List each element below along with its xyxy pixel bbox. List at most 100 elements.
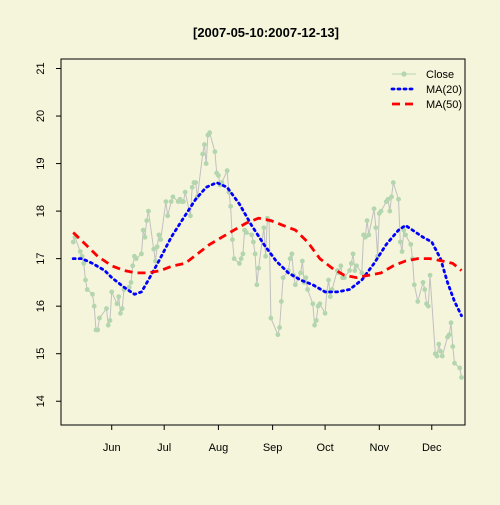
data-point-close — [142, 234, 148, 240]
data-point-close — [95, 327, 101, 333]
data-point-close — [310, 301, 316, 307]
data-point-close — [347, 268, 352, 273]
data-point-close — [182, 189, 188, 195]
data-point-close — [91, 303, 97, 309]
data-point-close — [84, 287, 90, 292]
data-point-close — [170, 194, 176, 200]
data-point-close — [452, 360, 457, 366]
data-point-close — [387, 208, 393, 214]
data-point-close — [107, 318, 113, 323]
data-point-close — [105, 322, 111, 328]
data-point-close — [459, 375, 464, 380]
data-point-close — [104, 306, 109, 311]
data-point-close — [193, 180, 199, 185]
data-point-close — [126, 284, 132, 290]
data-point-close — [231, 256, 237, 262]
data-point-close — [415, 299, 421, 304]
y-tick-label: 21 — [35, 62, 47, 74]
data-point-close — [158, 237, 164, 243]
data-point-close — [425, 303, 431, 309]
data-point-close — [133, 256, 139, 262]
data-point-close — [153, 258, 158, 264]
y-tick-label: 20 — [35, 110, 47, 122]
data-point-close — [399, 249, 405, 254]
x-tick-label: Dec — [422, 442, 442, 454]
data-point-close — [326, 277, 331, 283]
x-tick-label: Sep — [263, 442, 283, 454]
data-point-close — [268, 315, 274, 321]
legend: Close MA(20) MA(50) — [390, 69, 462, 111]
y-tick-label: 19 — [35, 157, 47, 169]
legend-label-close: Close — [426, 69, 454, 81]
data-point-close — [362, 234, 368, 240]
data-point-close — [212, 149, 218, 155]
data-point-close — [165, 213, 171, 219]
data-point-close — [397, 239, 403, 245]
data-point-close — [116, 294, 122, 300]
x-tick-label: Nov — [370, 442, 390, 454]
data-point-close — [139, 251, 144, 257]
data-point-close — [249, 232, 255, 238]
data-point-close — [200, 151, 206, 157]
data-point-close — [224, 168, 230, 174]
y-tick-label: 16 — [35, 300, 47, 312]
legend-label-ma-20: MA(20) — [426, 84, 462, 96]
data-point-close — [140, 227, 146, 233]
data-point-close — [287, 256, 293, 262]
y-axis: 14 15 16 17 18 19 20 21 — [35, 62, 61, 407]
data-point-close — [151, 246, 157, 252]
y-tick-label: 14 — [35, 395, 47, 407]
data-point-close — [144, 218, 150, 224]
y-tick-label: 15 — [35, 348, 47, 360]
chart-title: [2007-05-10:2007-12-13] — [193, 25, 339, 40]
data-point-close — [298, 270, 304, 276]
data-point-close — [354, 263, 359, 269]
data-point-close — [154, 244, 160, 250]
x-tick-label: Jul — [157, 442, 171, 454]
data-point-close — [228, 203, 234, 209]
data-point-close — [130, 263, 136, 269]
data-point-close — [448, 320, 454, 326]
data-point-close — [299, 258, 305, 264]
data-point-close — [252, 251, 258, 257]
data-point-close — [109, 289, 115, 295]
data-point-close — [261, 225, 267, 231]
data-point-close — [341, 275, 347, 281]
data-point-close — [438, 348, 443, 354]
data-point-close — [420, 280, 426, 285]
data-point-close — [83, 277, 88, 283]
data-point-close — [97, 315, 102, 321]
data-point-close — [292, 282, 298, 288]
data-point-close — [389, 194, 394, 200]
data-point-close — [446, 332, 452, 338]
data-point-close — [156, 232, 162, 238]
data-point-close — [250, 239, 256, 245]
data-point-close — [238, 256, 244, 262]
data-point-close — [396, 196, 401, 202]
data-point-close — [240, 251, 246, 257]
data-point-close — [390, 180, 396, 185]
data-point-close — [450, 344, 456, 349]
legend-marker-close — [401, 71, 407, 77]
data-point-close — [364, 218, 370, 224]
data-point-close — [303, 275, 309, 281]
data-point-close — [289, 251, 295, 257]
data-point-close — [275, 332, 281, 338]
data-point-close — [327, 294, 333, 300]
data-point-close — [373, 225, 379, 231]
data-point-close — [146, 208, 151, 214]
x-axis: Jun Jul Aug Sep Oct Nov Dec — [103, 425, 442, 454]
data-point-close — [216, 173, 221, 178]
data-point-close — [118, 310, 123, 316]
data-point-close — [81, 260, 87, 266]
data-point-close — [439, 353, 445, 359]
x-tick-label: Oct — [317, 442, 334, 454]
data-point-close — [317, 301, 323, 307]
data-point-close — [403, 232, 408, 238]
plot-frame — [60, 58, 466, 426]
data-point-close — [280, 275, 286, 281]
data-point-close — [371, 206, 377, 212]
legend-label-ma-50: MA(50) — [426, 99, 462, 111]
data-point-close — [366, 232, 372, 238]
